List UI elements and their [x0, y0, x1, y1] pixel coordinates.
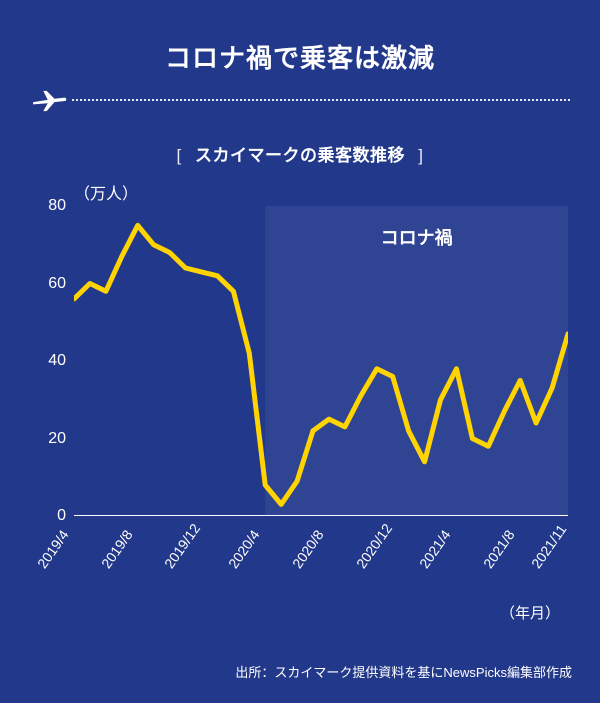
x-tick: 2021/11 [528, 521, 570, 571]
y-tick: 20 [32, 430, 66, 448]
dotted-divider [72, 99, 570, 101]
x-tick: 2020/12 [353, 521, 395, 572]
page-title: コロナ禍で乗客は激減 [0, 38, 600, 75]
x-ticks: 2019/42019/82019/122020/42020/82020/1220… [74, 510, 568, 610]
divider-row [0, 93, 600, 115]
y-tick: 40 [32, 352, 66, 370]
x-tick: 2021/4 [416, 527, 454, 571]
airplane-icon [32, 87, 68, 115]
subtitle-text: スカイマークの乗客数推移 [195, 146, 405, 165]
y-tick: 60 [32, 275, 66, 293]
x-tick: 2019/8 [98, 527, 136, 571]
bracket-right: ] [410, 146, 431, 165]
covid-highlight-label: コロナ禍 [381, 227, 453, 248]
x-axis-label: （年月） [500, 602, 560, 623]
bracket-left: [ [169, 146, 190, 165]
x-tick: 2020/4 [225, 527, 263, 571]
y-tick: 0 [32, 507, 66, 525]
x-tick: 2019/4 [34, 527, 72, 571]
plot-svg: コロナ禍 [74, 206, 568, 516]
source-text: 出所：スカイマーク提供資料を基にNewsPicks編集部作成 [235, 662, 572, 681]
subtitle: [ スカイマークの乗客数推移 ] [0, 141, 600, 166]
x-tick: 2020/8 [289, 527, 327, 571]
x-tick: 2021/8 [480, 527, 518, 571]
chart: （万人） 020406080 コロナ禍 [44, 186, 568, 516]
y-tick: 80 [32, 197, 66, 215]
covid-highlight-box [265, 206, 568, 516]
x-tick: 2019/12 [161, 521, 203, 572]
y-axis-unit: （万人） [74, 180, 138, 204]
